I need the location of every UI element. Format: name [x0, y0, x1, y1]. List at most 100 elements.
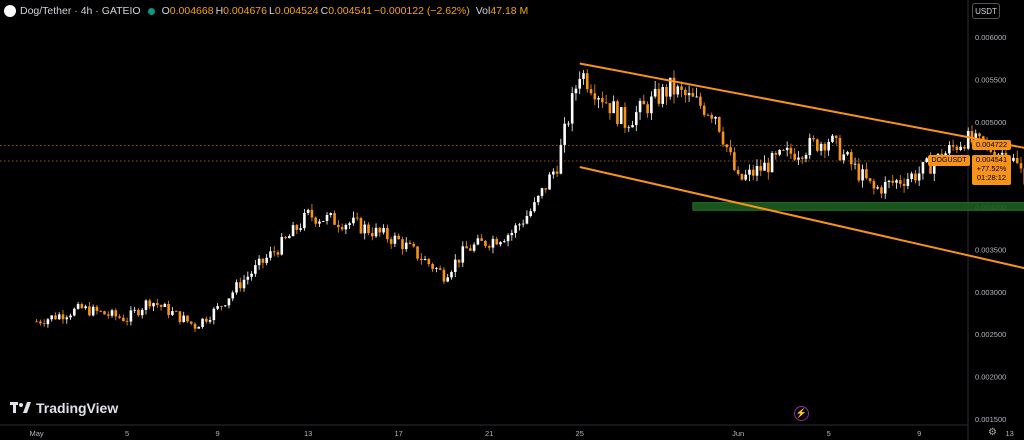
candle-body [465, 246, 468, 249]
candle-body [186, 315, 189, 322]
candle-body [861, 169, 864, 181]
candle-body [193, 323, 197, 329]
candle-body [189, 321, 193, 324]
candle-body [883, 181, 887, 194]
candle-body [1019, 163, 1023, 169]
candle-body [555, 171, 559, 174]
candle-body [495, 238, 499, 245]
candle-body [288, 236, 291, 239]
y-tick-label: 0.002000 [975, 373, 1006, 382]
candle-body [887, 180, 891, 182]
candle-body [197, 326, 201, 329]
candle-body [412, 243, 416, 247]
candle-body [533, 202, 536, 212]
candle-body [880, 187, 883, 194]
candle-body [963, 146, 966, 149]
candle-body [868, 178, 872, 182]
candle-body [69, 315, 72, 318]
candle-body [106, 314, 110, 316]
candle-body [386, 227, 389, 240]
candle-body [529, 211, 532, 217]
candle-body [57, 314, 61, 320]
x-tick-label: 25 [576, 429, 584, 438]
currency-button[interactable]: USDT [972, 3, 1000, 19]
candle-body [325, 214, 329, 221]
candle-body [748, 169, 751, 175]
candle-body [695, 96, 698, 98]
x-tick-label: 13 [1006, 429, 1014, 438]
candle-body [914, 173, 917, 181]
candle-body [702, 105, 706, 115]
candle-body [725, 144, 729, 148]
candle-body [110, 310, 114, 316]
candle-body [816, 139, 819, 151]
candle-body [819, 143, 823, 151]
candle-body [416, 246, 419, 259]
candle-body [76, 304, 80, 309]
candle-body [438, 268, 442, 270]
y-tick-label: 0.003000 [975, 288, 1006, 297]
candle-body [393, 235, 397, 244]
candle-body [491, 238, 495, 248]
candle-body [254, 265, 257, 274]
candle-body [642, 100, 646, 105]
candle-body [299, 228, 302, 230]
candle-body [593, 93, 597, 100]
lightning-icon[interactable]: ⚡ [794, 406, 809, 421]
open-value: 0.004668 [169, 5, 214, 17]
candle-body [167, 304, 170, 315]
x-tick-label: 9 [216, 429, 220, 438]
close-value: 0.004541 [328, 5, 372, 17]
candle-body [389, 239, 393, 244]
candle-body [499, 242, 502, 245]
candle-body [118, 316, 121, 318]
candle-body [318, 221, 321, 224]
low-label: L [268, 5, 275, 17]
low-value: 0.004524 [274, 5, 319, 17]
candle-body [306, 209, 310, 213]
candle-body [857, 163, 861, 181]
candle-body [480, 238, 483, 241]
candle-body [484, 240, 487, 247]
candle-body [917, 173, 921, 181]
candle-body [559, 144, 563, 174]
candle-body [314, 217, 318, 224]
candle-body [687, 93, 691, 96]
candle-body [763, 162, 766, 171]
candle-body [144, 300, 148, 310]
candle-body [250, 273, 253, 277]
candle-body [487, 246, 491, 248]
tradingview-logo[interactable]: TradingView [10, 400, 118, 416]
candle-body [242, 279, 246, 289]
y-tick-label: 0.006000 [975, 33, 1006, 42]
candle-body [374, 227, 378, 237]
candle-body [525, 216, 529, 224]
candle-body [99, 310, 103, 312]
candle-body [951, 145, 955, 147]
high-value: 0.004676 [223, 5, 267, 17]
candle-body [450, 272, 453, 278]
candle-body [612, 101, 615, 114]
gear-icon[interactable]: ⚙ [988, 427, 997, 438]
brand-name: TradingView [36, 400, 119, 416]
candle-body [355, 217, 359, 219]
candle-body [665, 87, 668, 97]
candle-body [201, 318, 204, 327]
candle-body [582, 73, 585, 79]
candle-body [631, 125, 634, 128]
x-tick-label: May [30, 429, 44, 438]
candle-body [650, 96, 653, 114]
change-value: −0.000122 (−2.62%) [374, 5, 470, 17]
symbol-title[interactable]: Dog/Tether · 4h · GATEIO [20, 5, 141, 17]
candle-body [291, 225, 295, 237]
candle-body [751, 169, 755, 176]
candle-body [619, 107, 623, 124]
candle-body [838, 138, 842, 161]
candle-body [182, 315, 185, 323]
candle-body [518, 224, 521, 226]
candle-body [65, 317, 69, 320]
candle-body [510, 232, 514, 236]
candle-body [653, 88, 657, 97]
candle-body [148, 300, 152, 307]
